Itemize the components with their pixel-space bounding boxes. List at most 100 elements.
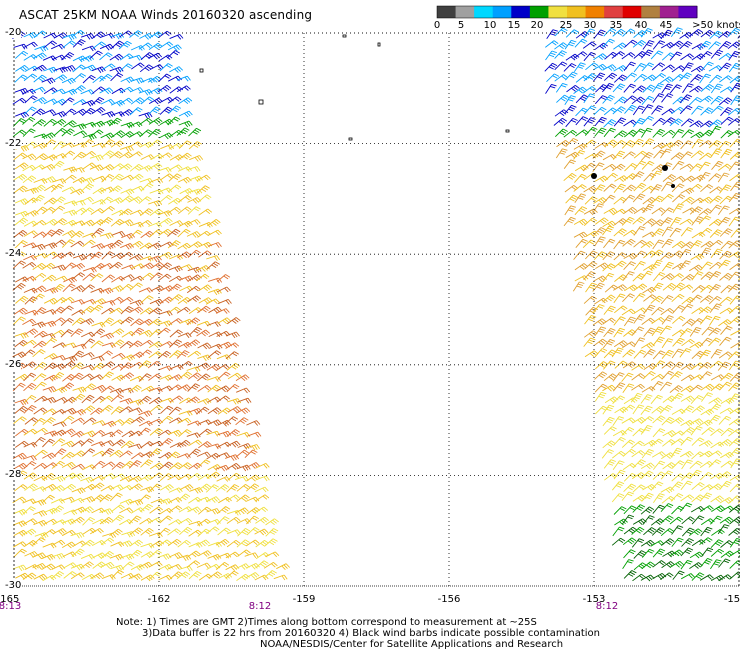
wind-barb bbox=[632, 40, 647, 48]
wind-barb bbox=[631, 96, 646, 105]
wind-barb bbox=[710, 515, 723, 525]
wind-barb bbox=[72, 123, 87, 130]
wind-barb bbox=[120, 195, 134, 203]
wind-barb bbox=[728, 107, 740, 116]
wind-barb bbox=[120, 306, 134, 315]
wind-barb bbox=[61, 428, 76, 436]
wind-barb bbox=[652, 573, 667, 580]
wind-barb bbox=[691, 231, 706, 239]
wind-barb bbox=[138, 42, 153, 50]
wind-barb bbox=[159, 374, 174, 382]
wind-barb bbox=[720, 130, 734, 139]
wind-barb bbox=[661, 416, 675, 426]
wind-barb bbox=[130, 564, 145, 571]
wind-barb bbox=[728, 438, 740, 447]
wind-barb bbox=[641, 104, 654, 114]
wind-barb bbox=[52, 421, 67, 427]
wind-barb bbox=[23, 41, 38, 48]
wind-barb bbox=[139, 177, 154, 184]
wind-barb bbox=[167, 306, 181, 315]
wind-barb bbox=[681, 175, 696, 183]
wind-barb bbox=[622, 151, 636, 160]
wind-barb bbox=[23, 230, 38, 237]
wind-barb bbox=[681, 303, 694, 313]
wind-barb bbox=[148, 128, 161, 138]
wind-barb bbox=[660, 486, 675, 494]
wind-barb bbox=[120, 242, 135, 250]
wind-barb bbox=[632, 416, 647, 424]
wind-barb bbox=[100, 405, 114, 413]
wind-barb bbox=[119, 387, 134, 394]
wind-barb bbox=[593, 106, 607, 116]
wind-barb bbox=[207, 419, 222, 426]
wind-barb bbox=[681, 472, 695, 481]
wind-barb bbox=[197, 305, 211, 314]
wind-barb bbox=[101, 242, 116, 250]
wind-barb bbox=[699, 73, 712, 84]
wind-barb bbox=[689, 294, 703, 304]
wind-barb bbox=[43, 87, 58, 95]
wind-barb bbox=[246, 444, 260, 451]
wind-barb bbox=[60, 318, 74, 327]
wind-barb bbox=[621, 372, 634, 382]
wind-barb bbox=[63, 355, 78, 363]
wind-barb bbox=[89, 528, 104, 535]
wind-barb bbox=[670, 216, 682, 227]
wind-barb bbox=[602, 251, 616, 261]
wind-barb bbox=[179, 526, 193, 536]
wind-barb bbox=[671, 537, 684, 547]
wind-barb bbox=[177, 297, 192, 305]
wind-barb bbox=[651, 307, 665, 316]
wind-barb bbox=[701, 547, 714, 557]
wind-barb bbox=[42, 438, 55, 448]
wind-barb bbox=[101, 574, 116, 580]
wind-barb bbox=[42, 274, 57, 282]
wind-barb bbox=[245, 562, 260, 570]
wind-barb bbox=[698, 161, 711, 172]
wind-barb bbox=[689, 551, 704, 559]
wind-barb bbox=[189, 326, 202, 336]
wind-barb bbox=[225, 454, 240, 461]
wind-barb bbox=[129, 30, 143, 38]
wind-barb bbox=[61, 461, 76, 469]
wind-barb bbox=[206, 452, 221, 460]
wind-barb bbox=[62, 108, 77, 117]
wind-barb bbox=[169, 220, 184, 226]
wind-barb bbox=[584, 250, 598, 260]
wind-barb bbox=[611, 537, 626, 546]
wind-barb bbox=[196, 185, 210, 194]
wind-barb bbox=[709, 315, 721, 326]
time-label: 8:12 bbox=[248, 601, 272, 612]
wind-barb bbox=[690, 253, 705, 261]
wind-barb bbox=[583, 93, 596, 104]
wind-barb bbox=[632, 518, 647, 526]
wind-barb bbox=[121, 331, 136, 338]
wind-barb bbox=[131, 416, 145, 424]
wind-barb bbox=[719, 184, 732, 194]
wind-barb bbox=[70, 285, 85, 292]
wind-barb bbox=[129, 399, 144, 406]
wind-barb bbox=[62, 40, 76, 49]
wind-barb bbox=[602, 82, 615, 93]
wind-barb bbox=[32, 349, 46, 358]
wind-barb bbox=[198, 208, 213, 216]
wind-barb bbox=[623, 329, 637, 337]
wind-barb bbox=[720, 148, 733, 159]
wind-barb bbox=[276, 563, 291, 571]
wind-barb bbox=[651, 62, 666, 71]
wind-barb bbox=[650, 518, 665, 526]
wind-barb bbox=[545, 40, 559, 48]
wind-barb bbox=[99, 87, 114, 95]
wind-barb bbox=[643, 294, 657, 302]
lon-label: -15 bbox=[723, 594, 740, 605]
wind-barb bbox=[130, 275, 145, 282]
wind-barb bbox=[593, 275, 607, 283]
wind-barb bbox=[129, 483, 143, 491]
wind-barb bbox=[109, 553, 124, 561]
wind-barb bbox=[207, 288, 222, 296]
wind-barb bbox=[158, 152, 173, 159]
wind-barb bbox=[188, 439, 203, 447]
wind-barb bbox=[139, 339, 154, 347]
wind-barb bbox=[138, 373, 152, 382]
wind-barb bbox=[235, 374, 250, 382]
